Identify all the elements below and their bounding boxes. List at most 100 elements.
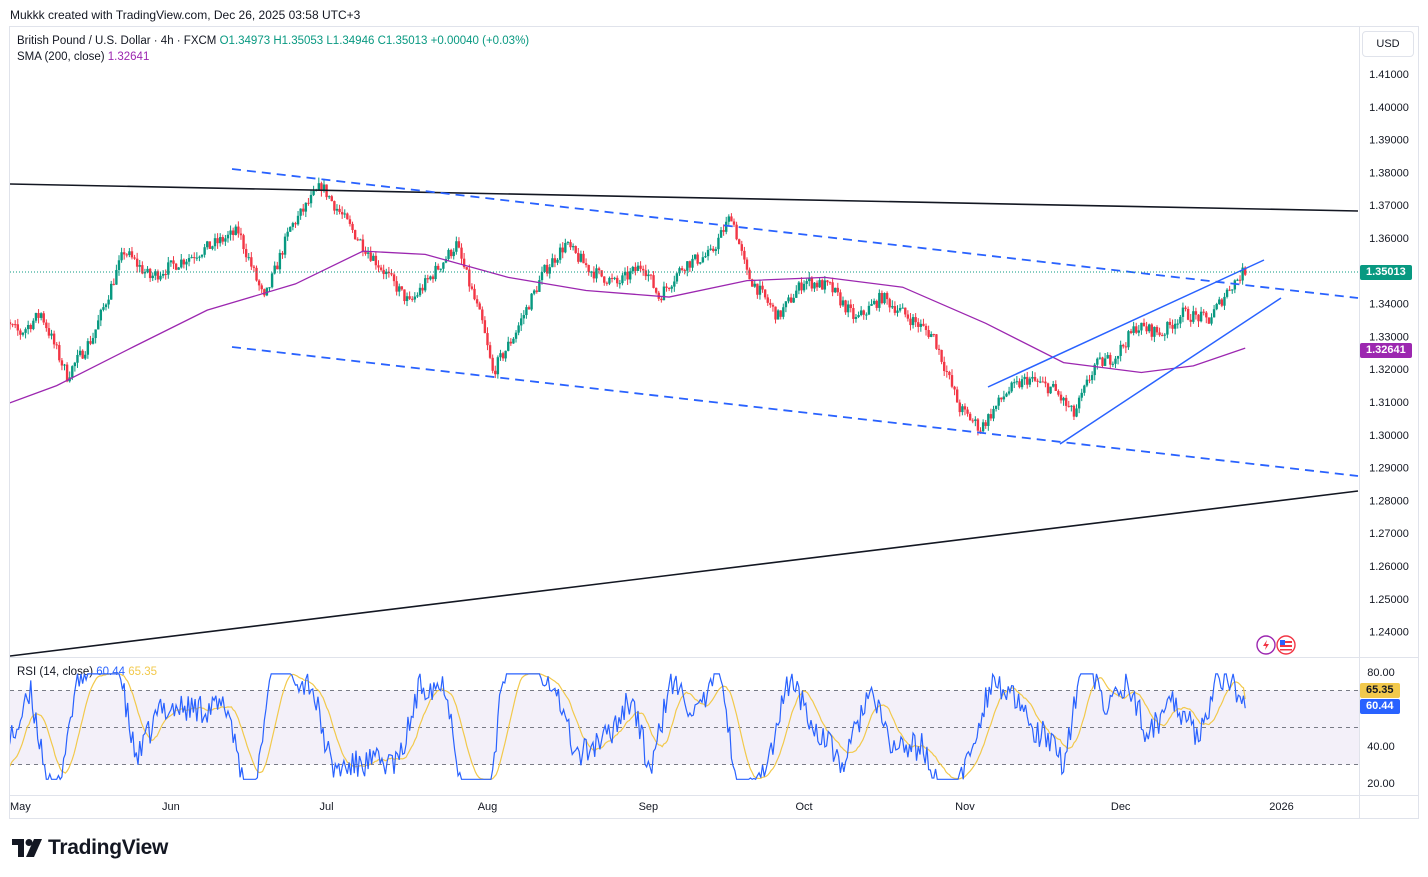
candle-body [932, 334, 936, 336]
candle-body [893, 306, 897, 313]
candle-body [187, 258, 191, 262]
candle-body [1171, 324, 1174, 329]
candle-body [115, 269, 118, 285]
candle-body [917, 322, 920, 327]
candle-body [867, 305, 871, 315]
price-tick-label: 1.28000 [1369, 495, 1409, 507]
candle-body [953, 386, 956, 390]
candle-body [481, 309, 484, 321]
candle-body [338, 208, 341, 213]
candle-body [91, 338, 95, 344]
candle-body [268, 287, 271, 289]
candle-body [795, 290, 798, 298]
price-tick-label: 1.33000 [1369, 331, 1409, 343]
candle-body [535, 290, 538, 292]
candle-body [400, 286, 404, 290]
candle-body [483, 320, 487, 334]
candle-body [888, 299, 891, 308]
candle-body [665, 286, 668, 288]
rsi-ma-line[interactable] [0, 673, 1246, 780]
lower-channel-dashed-line[interactable] [231, 346, 1359, 477]
candle-body [94, 329, 97, 339]
candle-body [922, 323, 925, 326]
candle-body [636, 265, 640, 271]
tradingview-logo-icon [12, 839, 42, 857]
candle-body [849, 304, 852, 309]
long-term-support-line[interactable] [10, 490, 1359, 657]
candle-body [47, 328, 51, 336]
candle-body [177, 267, 180, 270]
candle-body [283, 236, 287, 255]
candle-body [1109, 355, 1112, 365]
long-term-resistance-line[interactable] [10, 183, 1359, 212]
candle-body [250, 257, 253, 267]
candle-body [699, 262, 702, 264]
upper-channel-dashed-line[interactable] [231, 168, 1359, 299]
candle-body [42, 313, 45, 323]
time-tick-label: Jun [162, 801, 180, 813]
rsi-ma-badge: 65.35 [1360, 683, 1400, 698]
news-flag-icon[interactable] [1256, 635, 1296, 655]
candle-body [987, 414, 990, 426]
candle-body [161, 273, 165, 276]
rising-channel-lower-line[interactable] [1059, 297, 1282, 445]
candle-body [499, 353, 502, 358]
price-tick-label: 1.24000 [1369, 627, 1409, 639]
candle-body [688, 261, 692, 268]
sma-label[interactable]: SMA (200, close) [17, 51, 105, 63]
candle-body [813, 282, 816, 289]
candle-body [719, 230, 723, 238]
symbol-title[interactable]: British Pound / U.S. Dollar · 4h · FXCM [17, 35, 217, 47]
candle-body [421, 287, 424, 291]
candle-body [1051, 384, 1055, 387]
candle-body [353, 230, 357, 240]
candle-body [1137, 330, 1141, 333]
rsi-ma-value: 65.35 [128, 666, 158, 678]
rsi-line[interactable] [0, 672, 1246, 781]
candle-body [296, 215, 300, 225]
candle-body [818, 280, 821, 288]
candle-body [39, 313, 43, 318]
candle-body [844, 300, 847, 313]
candle-body [878, 292, 881, 308]
candle-body [346, 213, 349, 220]
candle-body [45, 322, 48, 329]
sma-price-badge: 1.32641 [1360, 343, 1412, 358]
candle-body [1103, 358, 1107, 366]
sma-line[interactable] [0, 250, 1246, 408]
candle-body [73, 362, 77, 367]
candle-body [654, 287, 658, 293]
candle-body [1160, 335, 1164, 337]
candle-body [86, 341, 90, 355]
candle-body [789, 297, 793, 303]
rising-channel-upper-line[interactable] [987, 259, 1265, 388]
candle-body [289, 226, 292, 232]
created-by-text: Mukkk created with TradingView.com, Dec … [10, 8, 361, 22]
tradingview-logo[interactable]: TradingView [12, 836, 168, 860]
candle-body [834, 287, 837, 293]
rsi-label[interactable]: RSI (14, close) [17, 666, 94, 678]
candle-body [670, 286, 673, 289]
candle-body [1129, 331, 1133, 333]
currency-button[interactable]: USD [1362, 31, 1414, 57]
candle-body [1013, 382, 1016, 384]
candle-body [1070, 405, 1073, 407]
candle-body [1036, 380, 1039, 382]
candle-body [649, 274, 653, 276]
candle-body [0, 322, 1, 323]
candle-body [216, 238, 219, 244]
candle-body [569, 242, 572, 248]
candle-body [182, 259, 186, 265]
candle-body [914, 317, 917, 323]
candle-body [276, 265, 279, 270]
candle-body [608, 277, 611, 284]
candle-body [475, 299, 479, 304]
candle-body [1148, 324, 1151, 332]
candle-body [343, 213, 346, 215]
price-tick-label: 1.38000 [1369, 167, 1409, 179]
candle-body [418, 287, 422, 296]
candle-body [880, 292, 884, 304]
candle-body [968, 413, 972, 421]
candle-body [76, 354, 79, 363]
